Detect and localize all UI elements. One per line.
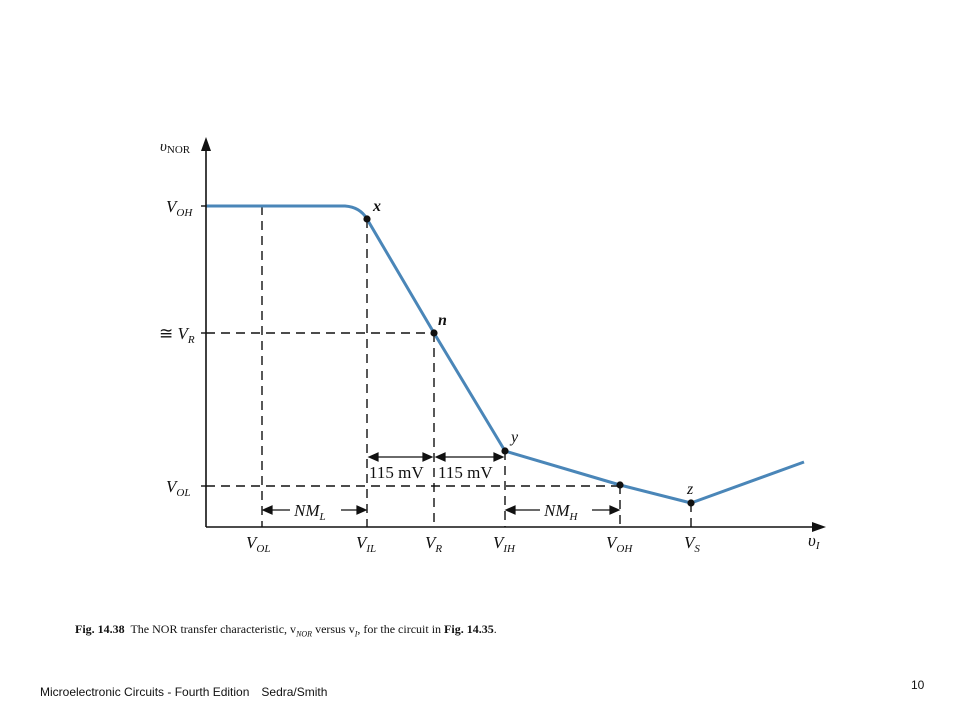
point-y (501, 447, 509, 455)
axes (205, 148, 815, 528)
right-mv-label: 115 mV (438, 463, 493, 482)
caption-text-1: The NOR transfer characteristic, v (130, 622, 297, 636)
point-x (363, 215, 371, 223)
x-axis-label: υI (808, 531, 821, 552)
footer-authors: Sedra/Smith (261, 685, 328, 699)
point-x-label: x (372, 198, 381, 215)
x-tick-labels: VOL VIL VR VIH VOH VS (246, 533, 700, 555)
x-tick-vih: VIH (493, 533, 516, 555)
x-tick-vol: VOL (246, 533, 270, 555)
y-tick-vr: ≅ VR (159, 324, 195, 346)
x-tick-vr: VR (425, 533, 442, 555)
point-n-label: n (438, 312, 447, 329)
x-tick-vs: VS (684, 533, 700, 555)
footer: Microelectronic Circuits - Fourth Editio… (40, 685, 327, 699)
figure-caption: Fig. 14.38 The NOR transfer characterist… (75, 622, 497, 638)
x-tick-voh: VOH (606, 533, 633, 555)
nml-label: NML (293, 501, 326, 523)
nmh-arrow (504, 505, 621, 515)
y-ticks (201, 205, 206, 487)
point-voh (616, 481, 624, 489)
caption-fig-number: Fig. 14.38 (75, 622, 125, 636)
caption-sub-2: I (354, 629, 358, 639)
point-y-label: y (509, 429, 519, 446)
page-number: 10 (911, 678, 925, 692)
transfer-curve (206, 204, 805, 505)
footer-book-title: Microelectronic Circuits - Fourth Editio… (40, 685, 250, 699)
nmh-label: NMH (543, 501, 579, 523)
caption-fig-ref: Fig. 14.35 (444, 622, 494, 636)
point-z (687, 499, 695, 507)
curve-points (363, 215, 695, 507)
left-mv-label: 115 mV (369, 463, 424, 482)
y-tick-vol: VOL (166, 477, 190, 499)
caption-sub-1: NOR (296, 629, 313, 639)
y-tick-voh: VOH (166, 197, 193, 219)
caption-text-3: , for the circuit in (357, 622, 445, 636)
point-z-label: z (686, 481, 694, 498)
x-axis-arrow-icon (812, 522, 826, 532)
y-axis-arrow-icon (201, 137, 211, 151)
y-axis-label: υNOR (160, 139, 191, 156)
caption-end: . (493, 622, 497, 636)
guide-lines (206, 206, 692, 527)
mv-span-arrows (367, 452, 505, 462)
caption-text-2: versus v (312, 622, 355, 636)
x-tick-vil: VIL (356, 533, 376, 555)
nml-arrow (261, 505, 368, 515)
point-n (430, 329, 438, 337)
